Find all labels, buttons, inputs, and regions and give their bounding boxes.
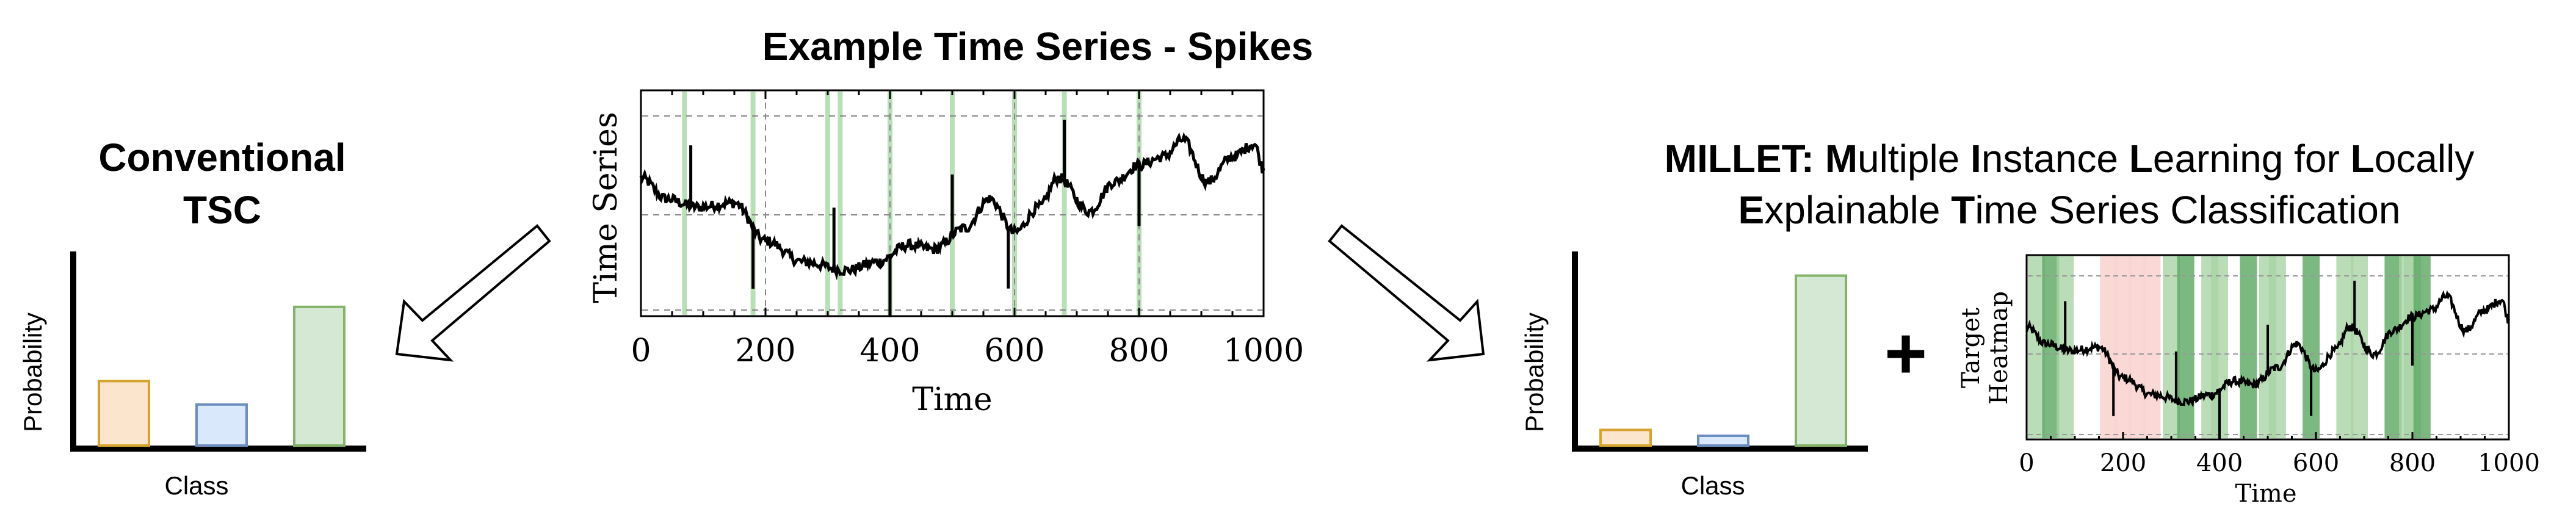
left-title-line-2: TSC xyxy=(183,188,261,232)
heatmap-green-band xyxy=(2413,256,2431,438)
heatmap-green-band xyxy=(2163,256,2180,438)
left-bar-chart xyxy=(70,251,366,452)
title-part: nstance xyxy=(1981,137,2129,181)
heatmap-band-group xyxy=(2027,256,2431,438)
heatmap-chart: 0 200 400 600 800 1000 xyxy=(2019,254,2540,477)
title-part: xplainable xyxy=(1764,188,1951,232)
left-arrow-icon xyxy=(395,224,551,362)
center-x-tick-label: 200 xyxy=(735,333,795,369)
heatmap-spike-group xyxy=(2064,280,2414,439)
right-title-line-2: Explainable Time Series Classification xyxy=(1738,188,2401,232)
heatmap-x-tick-label: 1000 xyxy=(2478,449,2540,477)
heatmap-green-band xyxy=(2177,256,2194,438)
bar-class-1 xyxy=(1599,428,1652,447)
heatmap-x-tick-label: 200 xyxy=(2100,449,2146,477)
right-arrow-icon xyxy=(1328,224,1485,362)
left-title-line-1: Conventional xyxy=(98,135,346,179)
center-highlight-band xyxy=(825,92,830,315)
heatmap-green-band xyxy=(2240,256,2257,438)
bar-class-3 xyxy=(1795,274,1847,447)
center-x-tick-label: 600 xyxy=(984,333,1044,369)
center-highlight-band xyxy=(1062,92,1067,315)
heatmap-x-tick-label: 400 xyxy=(2196,449,2243,477)
plus-icon: + xyxy=(1884,312,1927,394)
center-spike-group xyxy=(689,120,1141,317)
bar-class-1 xyxy=(98,380,150,447)
center-y-axis-label: Time Series xyxy=(588,112,624,303)
title-part: ime Series Classification xyxy=(1975,188,2400,232)
title-part: M xyxy=(1825,137,1858,181)
heatmap-red-band xyxy=(2143,256,2161,438)
heatmap-x-tick-label: 0 xyxy=(2019,449,2034,477)
title-part: MILLET: xyxy=(1665,137,1825,181)
center-line-chart: 0 200 400 600 800 1000 xyxy=(631,89,1304,369)
center-x-tick-label: 1000 xyxy=(1223,333,1304,369)
title-part: T xyxy=(1951,188,1975,232)
heatmap-y-label-line-1: Target xyxy=(1957,308,1985,388)
heatmap-red-band xyxy=(2129,256,2146,438)
left-x-axis-label: Class xyxy=(164,471,228,500)
right-y-axis-label: Probability xyxy=(1520,312,1549,432)
title-part: earning for xyxy=(2153,137,2351,181)
title-part: L xyxy=(2351,137,2375,181)
heatmap-x-tick-label: 800 xyxy=(2389,449,2436,477)
right-title-line-1: MILLET: Multiple Instance Learning for L… xyxy=(1665,137,2475,181)
title-part: I xyxy=(1970,137,1981,181)
center-x-ticks: 0 200 400 600 800 1000 xyxy=(631,90,1304,369)
bar-class-2 xyxy=(1697,435,1749,447)
center-highlight-band xyxy=(838,92,843,315)
left-y-axis-label: Probability xyxy=(18,312,47,432)
center-x-axis-label: Time xyxy=(912,381,992,418)
center-x-tick-label: 0 xyxy=(631,333,651,369)
center-x-tick-label: 400 xyxy=(859,333,920,369)
heatmap-x-tick-label: 600 xyxy=(2293,449,2339,477)
bar-class-2 xyxy=(195,403,248,447)
right-x-axis-label: Class xyxy=(1681,471,1745,500)
title-part: E xyxy=(1738,188,1765,232)
right-bar-chart xyxy=(1572,251,1868,452)
heatmap-green-band xyxy=(2268,256,2286,438)
title-part: ultiple xyxy=(1858,137,1970,181)
heatmap-x-ticks: 0 200 400 600 800 1000 xyxy=(2019,432,2540,477)
center-highlight-band xyxy=(750,92,756,315)
title-part: L xyxy=(2129,137,2153,181)
heatmap-green-band xyxy=(2027,256,2045,438)
heatmap-red-band xyxy=(2115,256,2132,438)
bar-class-3 xyxy=(293,305,346,447)
heatmap-green-band xyxy=(2384,256,2402,438)
title-part: ocally xyxy=(2375,137,2475,181)
center-x-tick-label: 800 xyxy=(1109,333,1169,369)
heatmap-y-label-line-2: Heatmap xyxy=(1985,291,2013,405)
heatmap-green-band xyxy=(2336,256,2354,438)
heatmap-x-axis-label: Time xyxy=(2235,480,2296,508)
center-title: Example Time Series - Spikes xyxy=(762,24,1313,68)
